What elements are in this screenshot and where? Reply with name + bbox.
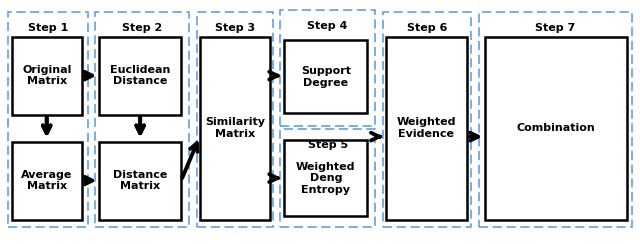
Bar (284, 140, 367, 216)
Text: Distance
Matrix: Distance Matrix (113, 170, 167, 191)
Text: Combination: Combination (516, 123, 596, 133)
Bar (479, 12, 632, 227)
Text: Step 7: Step 7 (536, 23, 575, 33)
Text: Step 3: Step 3 (215, 23, 255, 33)
Text: Step 1: Step 1 (28, 23, 68, 33)
Bar (280, 129, 375, 227)
Bar (12, 142, 82, 220)
Text: Average
Matrix: Average Matrix (21, 170, 72, 191)
Text: Euclidean
Distance: Euclidean Distance (110, 65, 170, 86)
Bar (485, 37, 627, 220)
Bar (99, 142, 181, 220)
Text: Original
Matrix: Original Matrix (22, 65, 72, 86)
Bar (99, 37, 181, 115)
Bar (200, 37, 270, 220)
Bar (284, 40, 367, 113)
Text: Similarity
Matrix: Similarity Matrix (205, 117, 265, 139)
Text: Support
Degree: Support Degree (301, 66, 351, 88)
Bar (383, 12, 471, 227)
Text: Step 2: Step 2 (122, 23, 162, 33)
Bar (8, 12, 88, 227)
Bar (386, 37, 467, 220)
Text: Weighted
Evidence: Weighted Evidence (397, 117, 456, 139)
Text: Step 5: Step 5 (308, 140, 348, 150)
Bar (95, 12, 189, 227)
Text: Step 6: Step 6 (406, 23, 447, 33)
Bar (197, 12, 273, 227)
Bar (280, 10, 375, 126)
Text: Step 4: Step 4 (307, 21, 348, 30)
Bar (12, 37, 82, 115)
Text: Weighted
Deng
Entropy: Weighted Deng Entropy (296, 162, 355, 195)
